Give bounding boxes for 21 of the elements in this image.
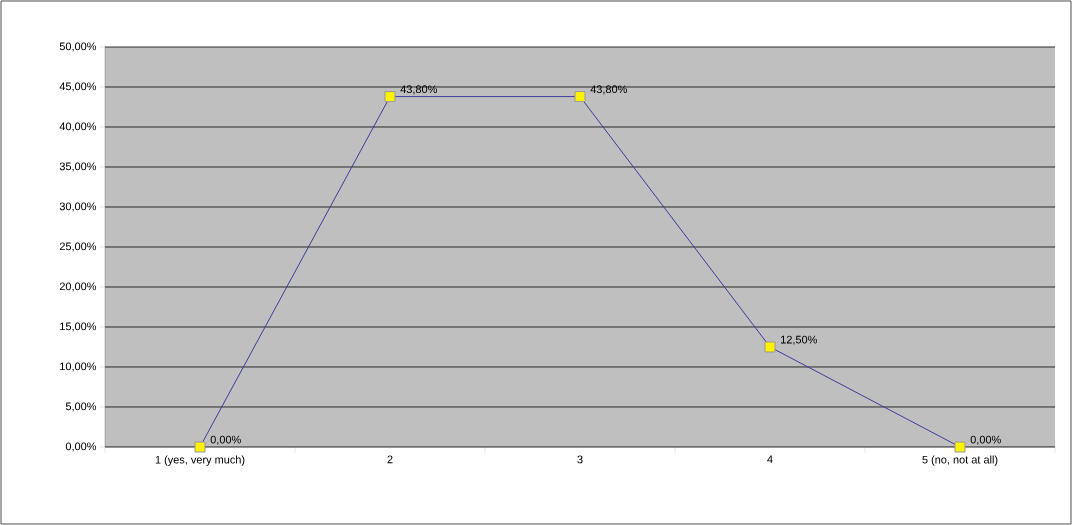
- x-tick-label: 3: [577, 455, 583, 464]
- y-tick-label: 20,00%: [59, 282, 97, 292]
- y-tick-label: 40,00%: [59, 122, 97, 132]
- x-tick-label: 2: [387, 455, 393, 464]
- y-tick-label: 45,00%: [59, 82, 97, 92]
- data-label: 43,80%: [590, 85, 627, 95]
- y-tick-label: 35,00%: [59, 162, 97, 172]
- y-tick-label: 30,00%: [59, 202, 97, 212]
- y-tick-label: 25,00%: [59, 242, 97, 252]
- y-tick-label: 15,00%: [60, 322, 97, 332]
- data-label: 0,00%: [970, 435, 1001, 445]
- y-tick-label: 10,00%: [60, 362, 97, 372]
- x-tick-label: 5 (no, not at all): [922, 455, 998, 466]
- y-tick-label: 0,00%: [65, 442, 97, 452]
- x-tick-label: 1 (yes, very much): [155, 455, 245, 466]
- data-label: 12,50%: [781, 335, 817, 345]
- y-tick-label: 50,00%: [59, 42, 97, 52]
- data-label: 0,00%: [210, 435, 241, 445]
- x-tick-label: 4: [767, 455, 773, 464]
- data-label: 43,80%: [400, 85, 437, 95]
- y-tick-label: 5,00%: [65, 402, 97, 412]
